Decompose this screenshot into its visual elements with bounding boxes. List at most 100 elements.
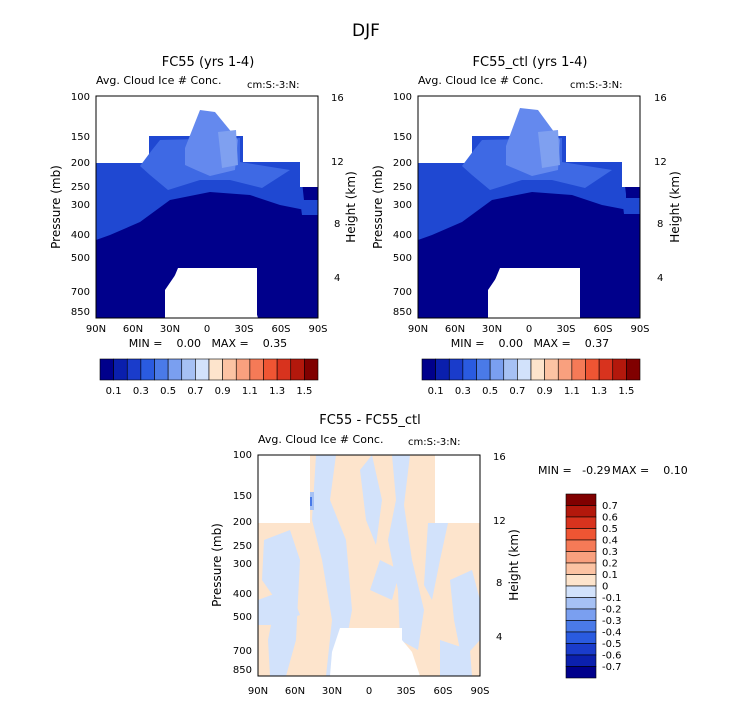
colorbar-swatch xyxy=(503,358,518,381)
colorbar-swatch xyxy=(489,358,505,381)
ytick-label: 100 xyxy=(71,92,90,103)
ytick-label: 200 xyxy=(393,158,412,169)
xtick-label: 30N xyxy=(160,324,180,335)
colorbar-label: 0.5 xyxy=(482,386,498,397)
xtick-label: 0 xyxy=(526,324,532,335)
colorbar-swatch xyxy=(565,608,597,621)
colorbar-label: 1.3 xyxy=(269,386,285,397)
panel-diff-stats-min: MIN = -0.29 xyxy=(538,464,611,477)
colorbar-swatch xyxy=(571,358,586,381)
ytick-right-label: 8 xyxy=(496,578,502,589)
colorbar-label: 0.2 xyxy=(602,559,618,570)
colorbar-swatch xyxy=(565,574,597,587)
ytick-label: 100 xyxy=(233,450,252,461)
figure-title: DJF xyxy=(352,21,380,41)
ytick-label: 500 xyxy=(71,253,90,264)
panel-fc55-stats: MIN = 0.00 MAX = 0.35 xyxy=(129,337,287,350)
colorbar-label: 0.3 xyxy=(455,386,471,397)
xtick-label: 60N xyxy=(285,686,305,697)
panel-fc55-ctl: FC55_ctl (yrs 1-4) Avg. Cloud Ice # Conc… xyxy=(371,55,682,397)
ytick-label: 850 xyxy=(71,307,90,318)
colorbar-swatch xyxy=(140,358,155,381)
colorbar-swatch xyxy=(565,505,597,518)
ytick-label: 400 xyxy=(71,230,90,241)
colorbar-label: 0.6 xyxy=(602,513,618,524)
xtick-label: 90S xyxy=(630,324,649,335)
colorbar-swatch xyxy=(565,528,597,541)
colorbar-swatch xyxy=(249,358,264,381)
xtick-label: 90S xyxy=(308,324,327,335)
xtick-label: 30S xyxy=(234,324,253,335)
ytick-right-label: 12 xyxy=(493,516,506,527)
panel-fc55-yticks: 100 150 200 250 300 400 500 700 850 xyxy=(71,92,90,318)
xtick-label: 30S xyxy=(396,686,415,697)
panel-fc55-units: cm:S:-3:N: xyxy=(247,80,300,91)
panel-fc55-ctl-yticks-right: 16 12 8 4 xyxy=(654,93,667,284)
panel-fc55-ctl-field xyxy=(418,96,640,318)
panel-fc55-ctl-units: cm:S:-3:N: xyxy=(570,80,623,91)
panel-diff-ylabel: Pressure (mb) xyxy=(210,523,224,607)
panel-diff-units: cm:S:-3:N: xyxy=(408,437,461,448)
colorbar-label: 1.5 xyxy=(618,386,634,397)
colorbar-swatch xyxy=(208,358,223,381)
panel-fc55-ylabel: Pressure (mb) xyxy=(49,165,63,249)
panel-diff-stats-max: MAX = 0.10 xyxy=(612,464,688,477)
colorbar-label: 0.9 xyxy=(537,386,553,397)
colorbar-label: -0.3 xyxy=(602,616,622,627)
panel-diff-frame xyxy=(257,454,481,677)
colorbar-label: 0.7 xyxy=(509,386,525,397)
ytick-right-label: 8 xyxy=(657,219,663,230)
colorbar-swatch xyxy=(565,643,597,656)
ytick-label: 250 xyxy=(71,182,90,193)
panel-fc55-field xyxy=(96,96,318,318)
ytick-label: 150 xyxy=(393,132,412,143)
colorbar-swatch xyxy=(612,358,627,381)
colorbar-swatch xyxy=(167,358,183,381)
ytick-label: 200 xyxy=(71,158,90,169)
xtick-label: 30S xyxy=(556,324,575,335)
colorbar-swatch xyxy=(448,358,464,381)
colorbar-label: 0.7 xyxy=(187,386,203,397)
colorbar-swatch xyxy=(222,358,237,381)
colorbar-swatch xyxy=(565,562,597,575)
panel-fc55-ctl-ylabel-right: Height (km) xyxy=(668,171,682,242)
colorbar-swatch xyxy=(565,597,597,610)
panel-fc55-ctl-frame xyxy=(417,95,641,319)
ytick-right-label: 16 xyxy=(654,93,667,104)
colorbar-swatch xyxy=(626,358,641,381)
xtick-label: 60N xyxy=(123,324,143,335)
xtick-label: 0 xyxy=(366,686,372,697)
panel-diff-subtitle: Avg. Cloud Ice # Conc. xyxy=(258,433,383,446)
xtick-label: 90N xyxy=(408,324,428,335)
colorbar-label: -0.1 xyxy=(602,593,622,604)
colorbar-label: -0.6 xyxy=(602,651,622,662)
ytick-right-label: 16 xyxy=(331,93,344,104)
panel-fc55-title: FC55 (yrs 1-4) xyxy=(162,55,255,70)
panel-fc55-xticks: 90N 60N 30N 0 30S 60S 90S xyxy=(86,324,328,335)
colorbar-label: 0.1 xyxy=(106,386,122,397)
ytick-label: 300 xyxy=(233,559,252,570)
panel-fc55-frame xyxy=(95,95,319,319)
colorbar-swatch xyxy=(585,358,600,381)
ytick-right-label: 4 xyxy=(657,273,663,284)
panel-diff-field xyxy=(258,455,480,676)
ytick-label: 300 xyxy=(393,200,412,211)
panel-fc55-ctl-title: FC55_ctl (yrs 1-4) xyxy=(473,55,588,70)
colorbar-label: 0.5 xyxy=(160,386,176,397)
colorbar-swatch xyxy=(565,585,597,598)
panel-diff-yticks: 100 150 200 250 300 400 500 700 850 xyxy=(233,450,252,676)
colorbar-swatch xyxy=(181,358,196,381)
ytick-right-label: 4 xyxy=(334,273,340,284)
colorbar-swatch xyxy=(517,358,532,381)
panel-diff-title: FC55 - FC55_ctl xyxy=(319,413,421,428)
colorbar-label: -0.2 xyxy=(602,605,622,616)
panel-fc55: FC55 (yrs 1-4) Avg. Cloud Ice # Conc. cm… xyxy=(49,55,358,397)
ytick-right-label: 12 xyxy=(331,157,344,168)
colorbar-label: 0.4 xyxy=(602,536,618,547)
colorbar-label: 0.3 xyxy=(602,547,618,558)
colorbar-label: 0 xyxy=(602,582,608,593)
colorbar-label: -0.7 xyxy=(602,662,622,673)
xtick-label: 90N xyxy=(248,686,268,697)
panel-fc55-ctl-ylabel: Pressure (mb) xyxy=(371,165,385,249)
colorbar-fc55: 0.1 0.3 0.5 0.7 0.9 1.1 1.3 1.5 xyxy=(99,358,319,397)
